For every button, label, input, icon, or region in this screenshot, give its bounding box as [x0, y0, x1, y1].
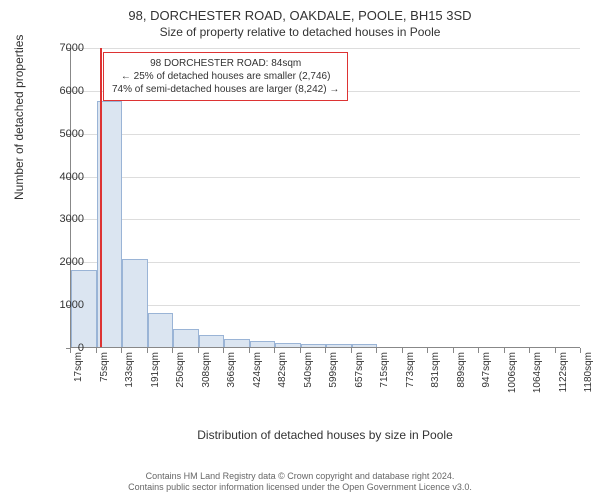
x-tick-mark: [529, 348, 530, 353]
x-tick-mark: [121, 348, 122, 353]
grid-line: [71, 48, 580, 49]
y-tick-label: 4000: [44, 171, 84, 183]
footer: Contains HM Land Registry data © Crown c…: [0, 471, 600, 494]
y-tick-label: 1000: [44, 299, 84, 311]
histogram-bar: [122, 259, 148, 347]
y-axis-label: Number of detached properties: [12, 35, 26, 200]
footer-line-2: Contains public sector information licen…: [0, 482, 600, 494]
chart-area: 98 DORCHESTER ROAD: 84sqm ← 25% of detac…: [70, 48, 580, 378]
title-block: 98, DORCHESTER ROAD, OAKDALE, POOLE, BH1…: [0, 0, 600, 39]
x-tick-mark: [325, 348, 326, 353]
x-tick-label: 1064sqm: [532, 352, 543, 393]
grid-line: [71, 177, 580, 178]
y-tick-label: 7000: [44, 42, 84, 54]
x-tick-label: 947sqm: [481, 352, 492, 388]
x-tick-label: 17sqm: [73, 352, 84, 382]
x-tick-mark: [223, 348, 224, 353]
y-tick-label: 3000: [44, 213, 84, 225]
footer-line-1: Contains HM Land Registry data © Crown c…: [0, 471, 600, 483]
x-tick-label: 424sqm: [252, 352, 263, 388]
grid-line: [71, 134, 580, 135]
y-tick-label: 5000: [44, 128, 84, 140]
x-tick-mark: [274, 348, 275, 353]
x-tick-label: 773sqm: [405, 352, 416, 388]
x-tick-mark: [478, 348, 479, 353]
plot-region: 98 DORCHESTER ROAD: 84sqm ← 25% of detac…: [70, 48, 580, 348]
x-tick-mark: [249, 348, 250, 353]
info-line-2: ← 25% of detached houses are smaller (2,…: [112, 70, 339, 83]
x-tick-mark: [172, 348, 173, 353]
x-tick-mark: [580, 348, 581, 353]
x-tick-mark: [351, 348, 352, 353]
y-tick-label: 6000: [44, 85, 84, 97]
histogram-bar: [224, 339, 250, 347]
x-tick-label: 1122sqm: [558, 352, 569, 392]
y-tick-label: 2000: [44, 256, 84, 268]
title-sub: Size of property relative to detached ho…: [0, 25, 600, 39]
x-tick-mark: [555, 348, 556, 353]
x-tick-mark: [300, 348, 301, 353]
x-tick-mark: [402, 348, 403, 353]
x-tick-mark: [96, 348, 97, 353]
histogram-bar: [199, 335, 225, 347]
x-tick-label: 715sqm: [379, 352, 390, 388]
x-tick-mark: [198, 348, 199, 353]
info-box: 98 DORCHESTER ROAD: 84sqm ← 25% of detac…: [103, 52, 348, 101]
x-tick-mark: [376, 348, 377, 353]
x-tick-label: 599sqm: [328, 352, 339, 388]
histogram-bar: [301, 344, 327, 347]
histogram-bar: [326, 344, 352, 347]
y-tick-label: 0: [44, 342, 84, 354]
x-tick-label: 75sqm: [99, 352, 110, 382]
histogram-bar: [173, 329, 199, 347]
info-line-1: 98 DORCHESTER ROAD: 84sqm: [112, 57, 339, 70]
histogram-bar: [275, 343, 301, 347]
x-tick-label: 366sqm: [226, 352, 237, 388]
histogram-bar: [352, 344, 378, 347]
grid-line: [71, 219, 580, 220]
x-tick-label: 191sqm: [150, 352, 161, 388]
x-tick-label: 308sqm: [201, 352, 212, 388]
x-tick-label: 133sqm: [124, 352, 135, 388]
histogram-bar: [250, 341, 276, 347]
x-tick-label: 540sqm: [303, 352, 314, 388]
x-tick-label: 831sqm: [430, 352, 441, 388]
x-tick-label: 1006sqm: [507, 352, 518, 393]
x-tick-mark: [453, 348, 454, 353]
x-tick-label: 889sqm: [456, 352, 467, 388]
info-line-3: 74% of semi-detached houses are larger (…: [112, 83, 339, 96]
x-tick-label: 657sqm: [354, 352, 365, 388]
x-tick-mark: [504, 348, 505, 353]
title-main: 98, DORCHESTER ROAD, OAKDALE, POOLE, BH1…: [0, 8, 600, 23]
x-tick-label: 250sqm: [175, 352, 186, 388]
x-tick-label: 482sqm: [277, 352, 288, 388]
x-axis-label: Distribution of detached houses by size …: [70, 428, 580, 442]
x-tick-label: 1180sqm: [583, 352, 594, 392]
x-tick-mark: [147, 348, 148, 353]
histogram-bar: [148, 313, 174, 347]
x-tick-mark: [427, 348, 428, 353]
